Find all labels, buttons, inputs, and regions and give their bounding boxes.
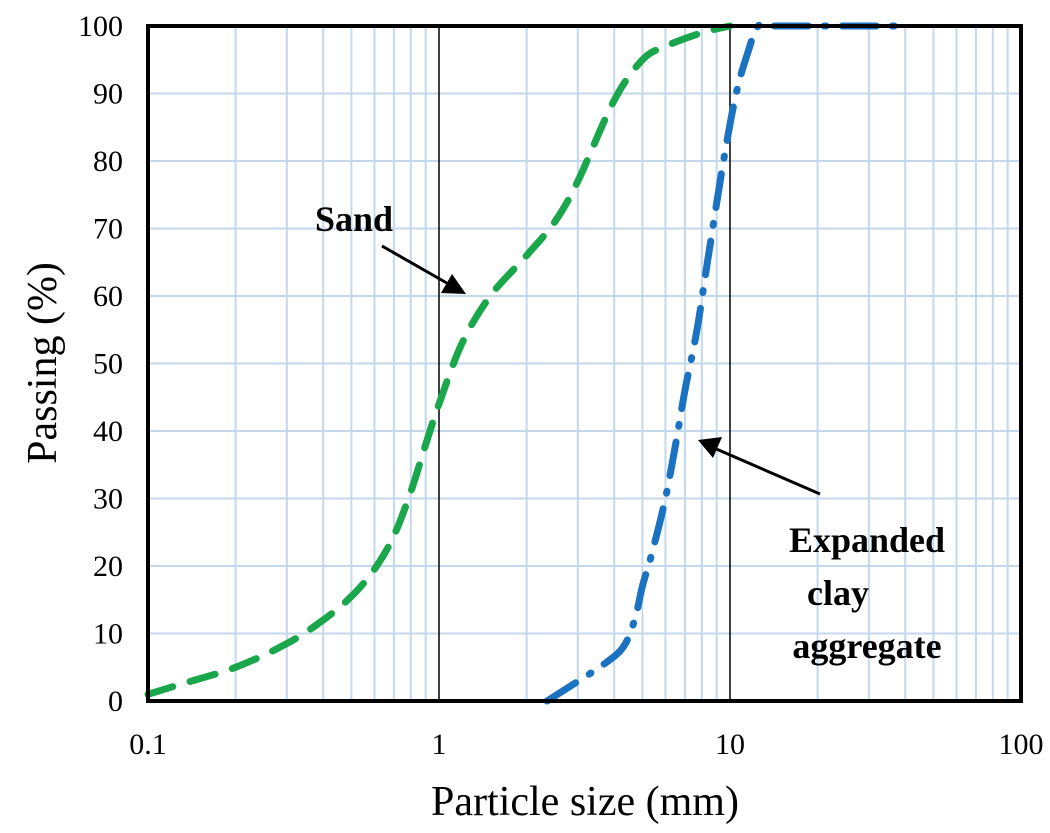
x-tick-label: 10 [715,728,745,761]
sand-annotation-label: Sand [315,199,393,239]
sand-curve [144,22,734,698]
y-tick-label: 90 [93,78,123,111]
eca-annotation-arrow [713,446,821,496]
y-tick-label: 30 [93,483,123,516]
x-tick-labels: 0.1 1 10 100 [129,728,1043,761]
eca-annotation-label-line3: aggregate [792,626,941,666]
grid-layer [148,26,1021,701]
x-tick-label: 1 [432,728,447,761]
y-tick-label: 20 [93,550,123,583]
x-tick-label: 100 [999,728,1044,761]
plot-frame [146,24,1023,703]
x-axis-title: Particle size (mm) [431,779,739,825]
eca-annotation-label-line1: Expanded [789,520,945,560]
x-tick-label: 0.1 [129,728,167,761]
sand-annotation-arrow [381,244,453,288]
expanded-clay-curve [543,20,909,705]
y-tick-labels: 0 10 20 30 40 50 60 70 80 90 100 [78,10,123,718]
y-tick-label: 80 [93,145,123,178]
y-tick-label: 40 [93,415,123,448]
y-tick-label: 70 [93,213,123,246]
y-tick-label: 10 [93,618,123,651]
eca-annotation-arrowhead [698,437,722,458]
sand-annotation-arrowhead [441,274,466,294]
y-axis-title: Passing (%) [20,262,66,464]
y-tick-label: 100 [78,10,123,43]
y-tick-label: 50 [93,348,123,381]
series-layer [144,20,909,705]
y-tick-label: 60 [93,280,123,313]
eca-annotation-label-line2: clay [807,573,869,613]
y-tick-label: 0 [108,685,123,718]
